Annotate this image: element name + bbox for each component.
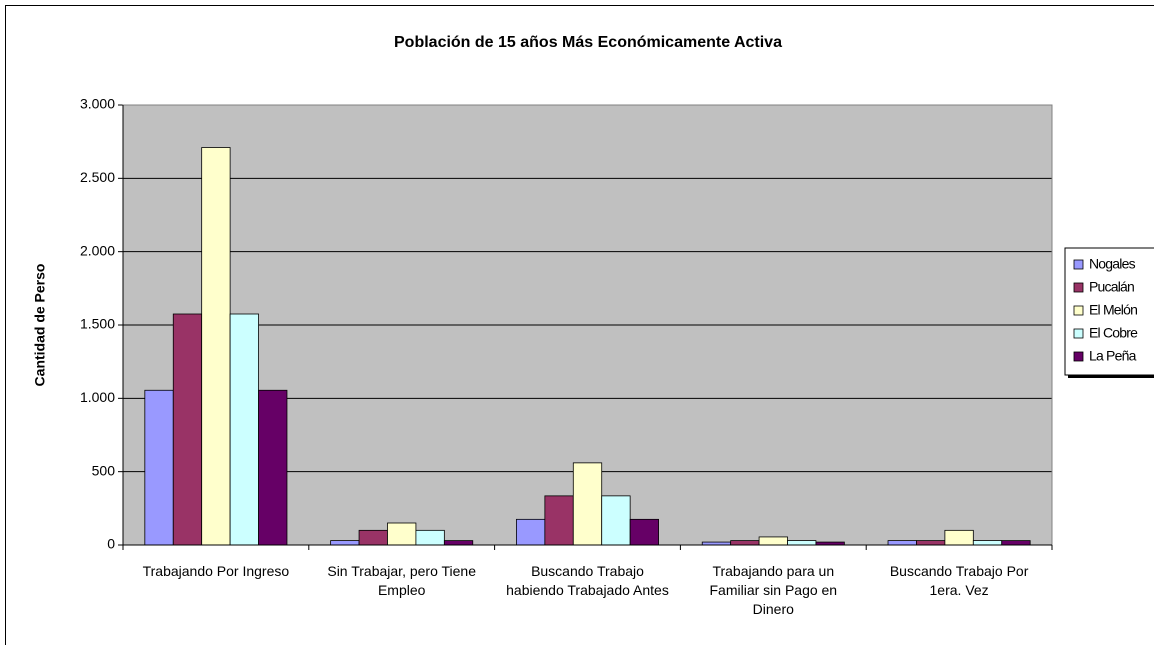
bar: [258, 389, 288, 546]
bar: [916, 540, 946, 546]
y-tick-label: 3.000: [80, 96, 115, 112]
bar: [516, 518, 546, 546]
bar: [787, 540, 817, 546]
x-tick-label: Trabajando Por Ingreso: [142, 563, 290, 579]
y-tick-label: 0: [107, 536, 115, 552]
bar: [443, 540, 474, 546]
legend-label: La Peña: [1089, 348, 1137, 364]
y-tick-label: 1.000: [80, 389, 115, 405]
x-tick-label: Buscando Trabajo habiendo Trabajado Ante…: [506, 563, 669, 598]
bar: [944, 529, 974, 546]
y-tick-label: 1.500: [80, 316, 115, 332]
bar: [572, 462, 603, 546]
x-tick-label: Buscando Trabajo Por 1era. Vez: [889, 563, 1029, 598]
legend-label: Pucalán: [1089, 279, 1134, 295]
bar: [758, 536, 788, 546]
bar: [172, 313, 203, 546]
y-tick-label: 500: [92, 462, 116, 478]
legend-swatch: [1073, 259, 1084, 270]
bar: [629, 518, 659, 546]
chart-title: Población de 15 años Más Económicamente …: [394, 34, 782, 51]
bar: [144, 389, 174, 546]
y-tick-label: 2.500: [80, 169, 115, 185]
x-tick-label: Sin Trabajar, pero Tiene Empleo: [327, 563, 477, 598]
y-axis-label: Cantidad de Perso: [32, 264, 48, 387]
bar: [415, 529, 445, 546]
bar: [387, 522, 417, 546]
bar: [330, 540, 360, 546]
legend-label: El Melón: [1089, 302, 1137, 318]
bar: [601, 495, 631, 546]
legend-label: El Cobre: [1089, 325, 1138, 341]
bar: [1001, 540, 1031, 546]
bar: [544, 495, 574, 546]
legend-swatch: [1073, 351, 1084, 362]
legend-swatch: [1073, 282, 1084, 293]
bar: [358, 529, 388, 546]
legend-swatch: [1073, 305, 1084, 316]
bar: [229, 313, 259, 546]
bar: [730, 540, 760, 546]
x-tick-label: Trabajando para un Familiar sin Pago en …: [709, 563, 838, 617]
legend-label: Nogales: [1089, 256, 1136, 272]
bar: [201, 147, 231, 546]
y-tick-label: 2.000: [80, 242, 115, 258]
bar: [887, 540, 917, 546]
legend-swatch: [1073, 328, 1084, 339]
bar: [972, 540, 1003, 546]
